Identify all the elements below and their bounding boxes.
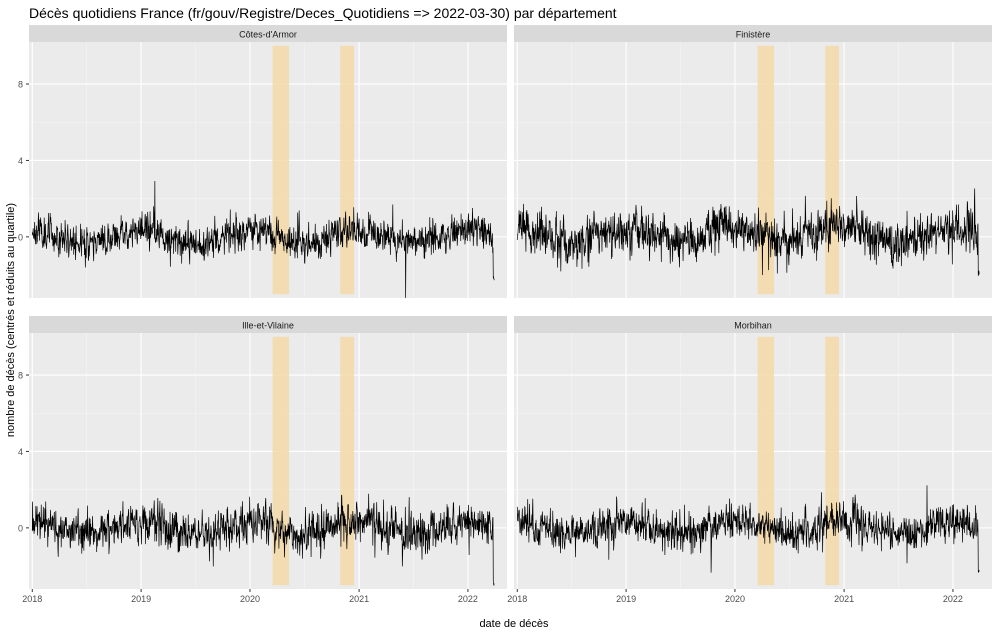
x-tick-label: 2021 xyxy=(349,594,369,604)
panel-strip xyxy=(514,316,992,333)
y-tick-label: 0 xyxy=(18,232,23,242)
lockdown-period-1 xyxy=(825,45,840,295)
series-line-3 xyxy=(516,485,980,573)
x-tick-label: 2019 xyxy=(131,594,151,604)
y-tick-label: 4 xyxy=(18,447,23,457)
panel-strip xyxy=(514,25,992,42)
x-tick-label: 2018 xyxy=(22,594,42,604)
panel-strip xyxy=(29,316,507,333)
series-line-0 xyxy=(31,180,495,298)
x-tick-label: 2020 xyxy=(725,594,745,604)
x-tick-label: 2019 xyxy=(616,594,636,604)
chart-title: Décès quotidiens France (fr/gouv/Registr… xyxy=(29,5,617,21)
panel-background xyxy=(514,42,992,298)
y-tick-label: 4 xyxy=(18,156,23,166)
lockdown-period-0 xyxy=(757,45,775,295)
lockdown-period-1 xyxy=(340,45,355,295)
panel-strip-label: Ille-et-Vilaine xyxy=(242,321,294,331)
panel-0 xyxy=(26,25,507,298)
lockdown-period-0 xyxy=(272,45,290,295)
series-line-2 xyxy=(31,493,495,587)
x-tick-label: 2022 xyxy=(943,594,963,604)
panel-background xyxy=(29,333,507,589)
y-tick-label: 0 xyxy=(18,523,23,533)
x-tick-label: 2018 xyxy=(507,594,527,604)
panel-strip-label: Morbihan xyxy=(734,321,772,331)
x-tick-label: 2021 xyxy=(834,594,854,604)
series-line-1 xyxy=(516,188,980,276)
y-axis-label: nombre de décès (centrés et réduits au q… xyxy=(5,203,17,437)
panel-2 xyxy=(26,316,507,592)
y-tick-label: 8 xyxy=(18,80,23,90)
panel-strip xyxy=(29,25,507,42)
x-axis-label: date de décès xyxy=(479,618,549,630)
panel-strip-label: Côtes-d'Armor xyxy=(239,30,297,40)
lockdown-period-1 xyxy=(825,336,840,586)
x-tick-label: 2022 xyxy=(458,594,478,604)
panel-3 xyxy=(514,316,992,592)
x-tick-label: 2020 xyxy=(240,594,260,604)
y-tick-label: 8 xyxy=(18,371,23,381)
panel-background xyxy=(514,333,992,589)
panel-strip-label: Finistère xyxy=(736,30,771,40)
panel-1 xyxy=(514,25,992,298)
lockdown-period-0 xyxy=(757,336,775,586)
panel-background xyxy=(29,42,507,298)
